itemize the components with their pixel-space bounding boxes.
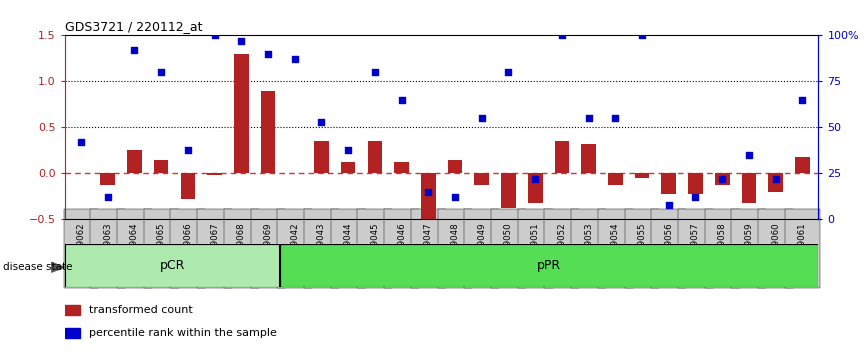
Point	[609, 115, 623, 121]
Bar	[341, 162, 356, 173]
Bar	[527, 173, 542, 203]
Bar	[608, 173, 623, 184]
Bar	[234, 54, 249, 173]
Bar	[475, 173, 489, 184]
Point	[688, 195, 702, 200]
Point	[422, 189, 436, 195]
Bar	[448, 160, 462, 173]
Point	[181, 147, 195, 152]
Point	[795, 97, 809, 103]
Bar	[281, 244, 818, 287]
Point	[501, 69, 515, 75]
Point	[769, 176, 783, 182]
Point	[368, 69, 382, 75]
Point	[555, 33, 569, 38]
Bar	[581, 144, 596, 173]
Bar	[65, 328, 80, 338]
Bar	[741, 173, 756, 203]
Text: percentile rank within the sample: percentile rank within the sample	[89, 328, 276, 338]
Polygon shape	[51, 262, 67, 273]
Text: transformed count: transformed count	[89, 305, 192, 315]
Point	[662, 202, 675, 207]
Bar	[367, 141, 382, 173]
Text: pCR: pCR	[160, 259, 185, 272]
Point	[475, 115, 488, 121]
Point	[127, 47, 141, 53]
Point	[208, 33, 222, 38]
Point	[74, 139, 88, 145]
Bar	[421, 173, 436, 219]
Bar	[714, 173, 729, 184]
Bar	[768, 173, 783, 192]
Point	[528, 176, 542, 182]
Point	[742, 152, 756, 158]
Bar	[662, 173, 676, 194]
Text: disease state: disease state	[3, 262, 72, 272]
Point	[235, 38, 249, 44]
Bar	[795, 157, 810, 173]
Bar	[65, 305, 80, 315]
Bar	[314, 141, 329, 173]
Bar	[501, 173, 516, 209]
Bar	[688, 173, 703, 194]
Bar	[261, 91, 275, 173]
Bar	[554, 141, 569, 173]
Bar	[127, 150, 142, 173]
Bar	[65, 244, 281, 287]
Point	[288, 57, 301, 62]
Bar	[394, 162, 409, 173]
Bar	[100, 173, 115, 184]
Text: pPR: pPR	[537, 259, 561, 272]
Point	[341, 147, 355, 152]
Bar	[154, 160, 169, 173]
Point	[635, 33, 649, 38]
Point	[314, 119, 328, 125]
Point	[154, 69, 168, 75]
Point	[261, 51, 275, 57]
Bar	[635, 173, 650, 178]
Point	[395, 97, 409, 103]
Point	[715, 176, 729, 182]
Text: GDS3721 / 220112_at: GDS3721 / 220112_at	[65, 20, 203, 33]
Point	[582, 115, 596, 121]
Bar	[207, 173, 222, 175]
Point	[100, 195, 114, 200]
Point	[448, 195, 462, 200]
Bar	[180, 173, 195, 199]
